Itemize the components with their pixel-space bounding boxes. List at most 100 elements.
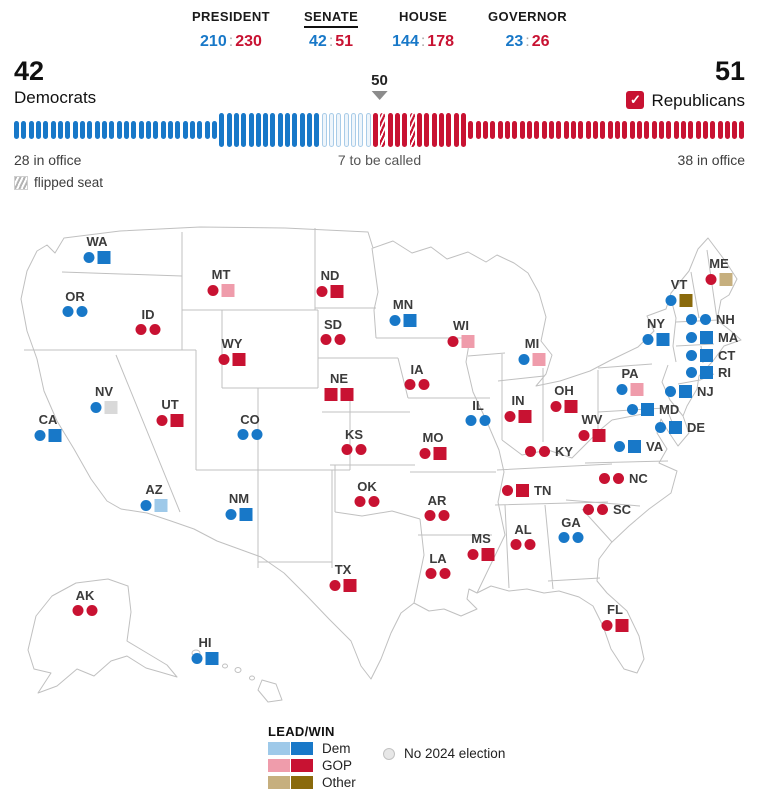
tab-senate[interactable]: SENATE 42:51 bbox=[303, 8, 359, 51]
state-ne[interactable]: NE bbox=[324, 372, 354, 401]
seat-circle-dem_win bbox=[655, 422, 666, 433]
state-ok[interactable]: OK bbox=[354, 480, 380, 507]
state-nj[interactable]: NJ bbox=[665, 385, 714, 398]
tab-house[interactable]: HOUSE 144:178 bbox=[392, 8, 454, 51]
state-vt[interactable]: VT bbox=[665, 278, 693, 307]
state-or[interactable]: OR bbox=[62, 290, 88, 317]
tab-label[interactable]: GOVERNOR bbox=[488, 9, 568, 24]
tab-label[interactable]: SENATE bbox=[303, 9, 359, 28]
state-ar[interactable]: AR bbox=[424, 494, 450, 521]
seat-circle-gop_win bbox=[510, 539, 522, 550]
state-nm[interactable]: NM bbox=[225, 492, 253, 521]
state-ia[interactable]: IA bbox=[404, 363, 430, 390]
seat-pill-rep-won bbox=[446, 113, 452, 147]
state-label: WI bbox=[453, 318, 469, 333]
seat-circle-gop_win bbox=[467, 549, 479, 560]
seat-circle-gop_win bbox=[601, 620, 613, 631]
state-fl[interactable]: FL bbox=[601, 603, 629, 632]
state-mi[interactable]: MI bbox=[518, 337, 546, 366]
state-al[interactable]: AL bbox=[510, 522, 536, 550]
tab-label[interactable]: PRESIDENT bbox=[191, 9, 270, 24]
state-nv[interactable]: NV bbox=[90, 385, 118, 414]
state-tn[interactable]: TN bbox=[502, 484, 551, 497]
state-ga[interactable]: GA bbox=[558, 516, 584, 543]
seat-circle-gop_win bbox=[550, 401, 562, 412]
state-co[interactable]: CO bbox=[237, 413, 263, 440]
seat-pill-dem-in-office bbox=[175, 121, 181, 139]
state-me[interactable]: ME bbox=[705, 257, 733, 286]
state-wv[interactable]: WV bbox=[578, 413, 606, 442]
state-mt[interactable]: MT bbox=[207, 267, 235, 297]
race-tabs: PRESIDENT 210:230 SENATE 42:51 HOUSE 144:178 G… bbox=[0, 8, 759, 51]
state-va[interactable]: VA bbox=[614, 440, 663, 453]
state-de[interactable]: DE bbox=[655, 421, 705, 434]
state-sc[interactable]: SC bbox=[583, 503, 631, 516]
state-id[interactable]: ID bbox=[135, 308, 161, 335]
state-label: TX bbox=[334, 562, 352, 577]
race-square-gop_win bbox=[343, 579, 357, 592]
state-ri[interactable]: RI bbox=[686, 366, 731, 379]
state-oh[interactable]: OH bbox=[550, 384, 578, 413]
seat-circle-gop_win bbox=[439, 568, 451, 579]
state-il[interactable]: IL bbox=[465, 398, 491, 426]
race-square-dem_win bbox=[679, 385, 692, 398]
seat-pill-rep-won bbox=[461, 113, 467, 147]
seat-circle-dem_win bbox=[140, 500, 152, 511]
state-ca[interactable]: CA bbox=[34, 413, 62, 442]
state-la[interactable]: LA bbox=[425, 551, 451, 579]
state-ut[interactable]: UT bbox=[156, 398, 184, 427]
state-wa[interactable]: WA bbox=[83, 235, 111, 264]
state-pa[interactable]: PA bbox=[616, 367, 644, 396]
state-ct[interactable]: CT bbox=[686, 349, 735, 362]
state-tx[interactable]: TX bbox=[329, 562, 357, 592]
state-ny[interactable]: NY bbox=[642, 317, 670, 346]
state-wy[interactable]: WY bbox=[218, 337, 246, 366]
state-ma[interactable]: MA bbox=[686, 331, 738, 344]
seat-pill-rep-in-office bbox=[600, 121, 606, 139]
state-nd[interactable]: ND bbox=[316, 269, 344, 298]
seat-pill-rep-won bbox=[395, 113, 401, 147]
tab-label[interactable]: HOUSE bbox=[398, 9, 448, 24]
seat-circle-gop_win bbox=[502, 485, 513, 496]
seat-circle-gop_win bbox=[424, 510, 436, 521]
seat-pill-rep-won bbox=[417, 113, 423, 147]
state-nh[interactable]: NH bbox=[686, 313, 735, 326]
seat-pill-dem-in-office bbox=[189, 121, 195, 139]
race-square-gop_win bbox=[340, 388, 354, 401]
state-mn[interactable]: MN bbox=[389, 298, 417, 327]
state-az[interactable]: AZ bbox=[140, 482, 168, 512]
state-nc[interactable]: NC bbox=[599, 472, 648, 485]
state-mo[interactable]: MO bbox=[419, 431, 447, 460]
seat-pill-rep-in-office bbox=[483, 121, 488, 139]
state-md[interactable]: MD bbox=[627, 403, 679, 416]
state-ak[interactable]: AK bbox=[72, 589, 98, 616]
state-label: NH bbox=[716, 312, 735, 327]
seat-circle-dem_win bbox=[62, 306, 74, 317]
tab-president[interactable]: PRESIDENT 210:230 bbox=[192, 8, 270, 51]
tab-governor[interactable]: GOVERNOR 23:26 bbox=[488, 8, 567, 51]
state-ky[interactable]: KY bbox=[525, 445, 573, 458]
state-label: AZ bbox=[145, 482, 163, 497]
state-label: IL bbox=[472, 398, 484, 413]
seat-pill-rep-in-office bbox=[534, 121, 540, 139]
seat-circle-dem_win bbox=[665, 386, 676, 397]
state-hi[interactable]: HI bbox=[191, 636, 219, 665]
seat-circle-gop_win bbox=[438, 510, 450, 521]
state-wi[interactable]: WI bbox=[447, 318, 475, 348]
state-in[interactable]: IN bbox=[504, 394, 532, 423]
state-ms[interactable]: MS bbox=[467, 532, 495, 561]
seat-circle-dem_win bbox=[665, 295, 677, 306]
seat-circle-dem_win bbox=[616, 384, 628, 395]
seat-pill-dem-in-office bbox=[87, 121, 93, 139]
state-ks[interactable]: KS bbox=[341, 428, 367, 455]
to-be-called-note: 7 to be called bbox=[337, 152, 422, 168]
seat-circle-dem_win bbox=[614, 441, 625, 452]
state-label: AL bbox=[514, 522, 532, 537]
seat-pill-dem-in-office bbox=[35, 121, 41, 139]
state-label: MT bbox=[211, 267, 231, 282]
seat-pill-dem-in-office bbox=[153, 121, 159, 139]
state-sd[interactable]: SD bbox=[320, 318, 346, 345]
state-label: LA bbox=[429, 551, 447, 566]
seat-pill-rep-in-office bbox=[666, 121, 672, 139]
seat-pill-rep-in-office bbox=[702, 121, 708, 139]
